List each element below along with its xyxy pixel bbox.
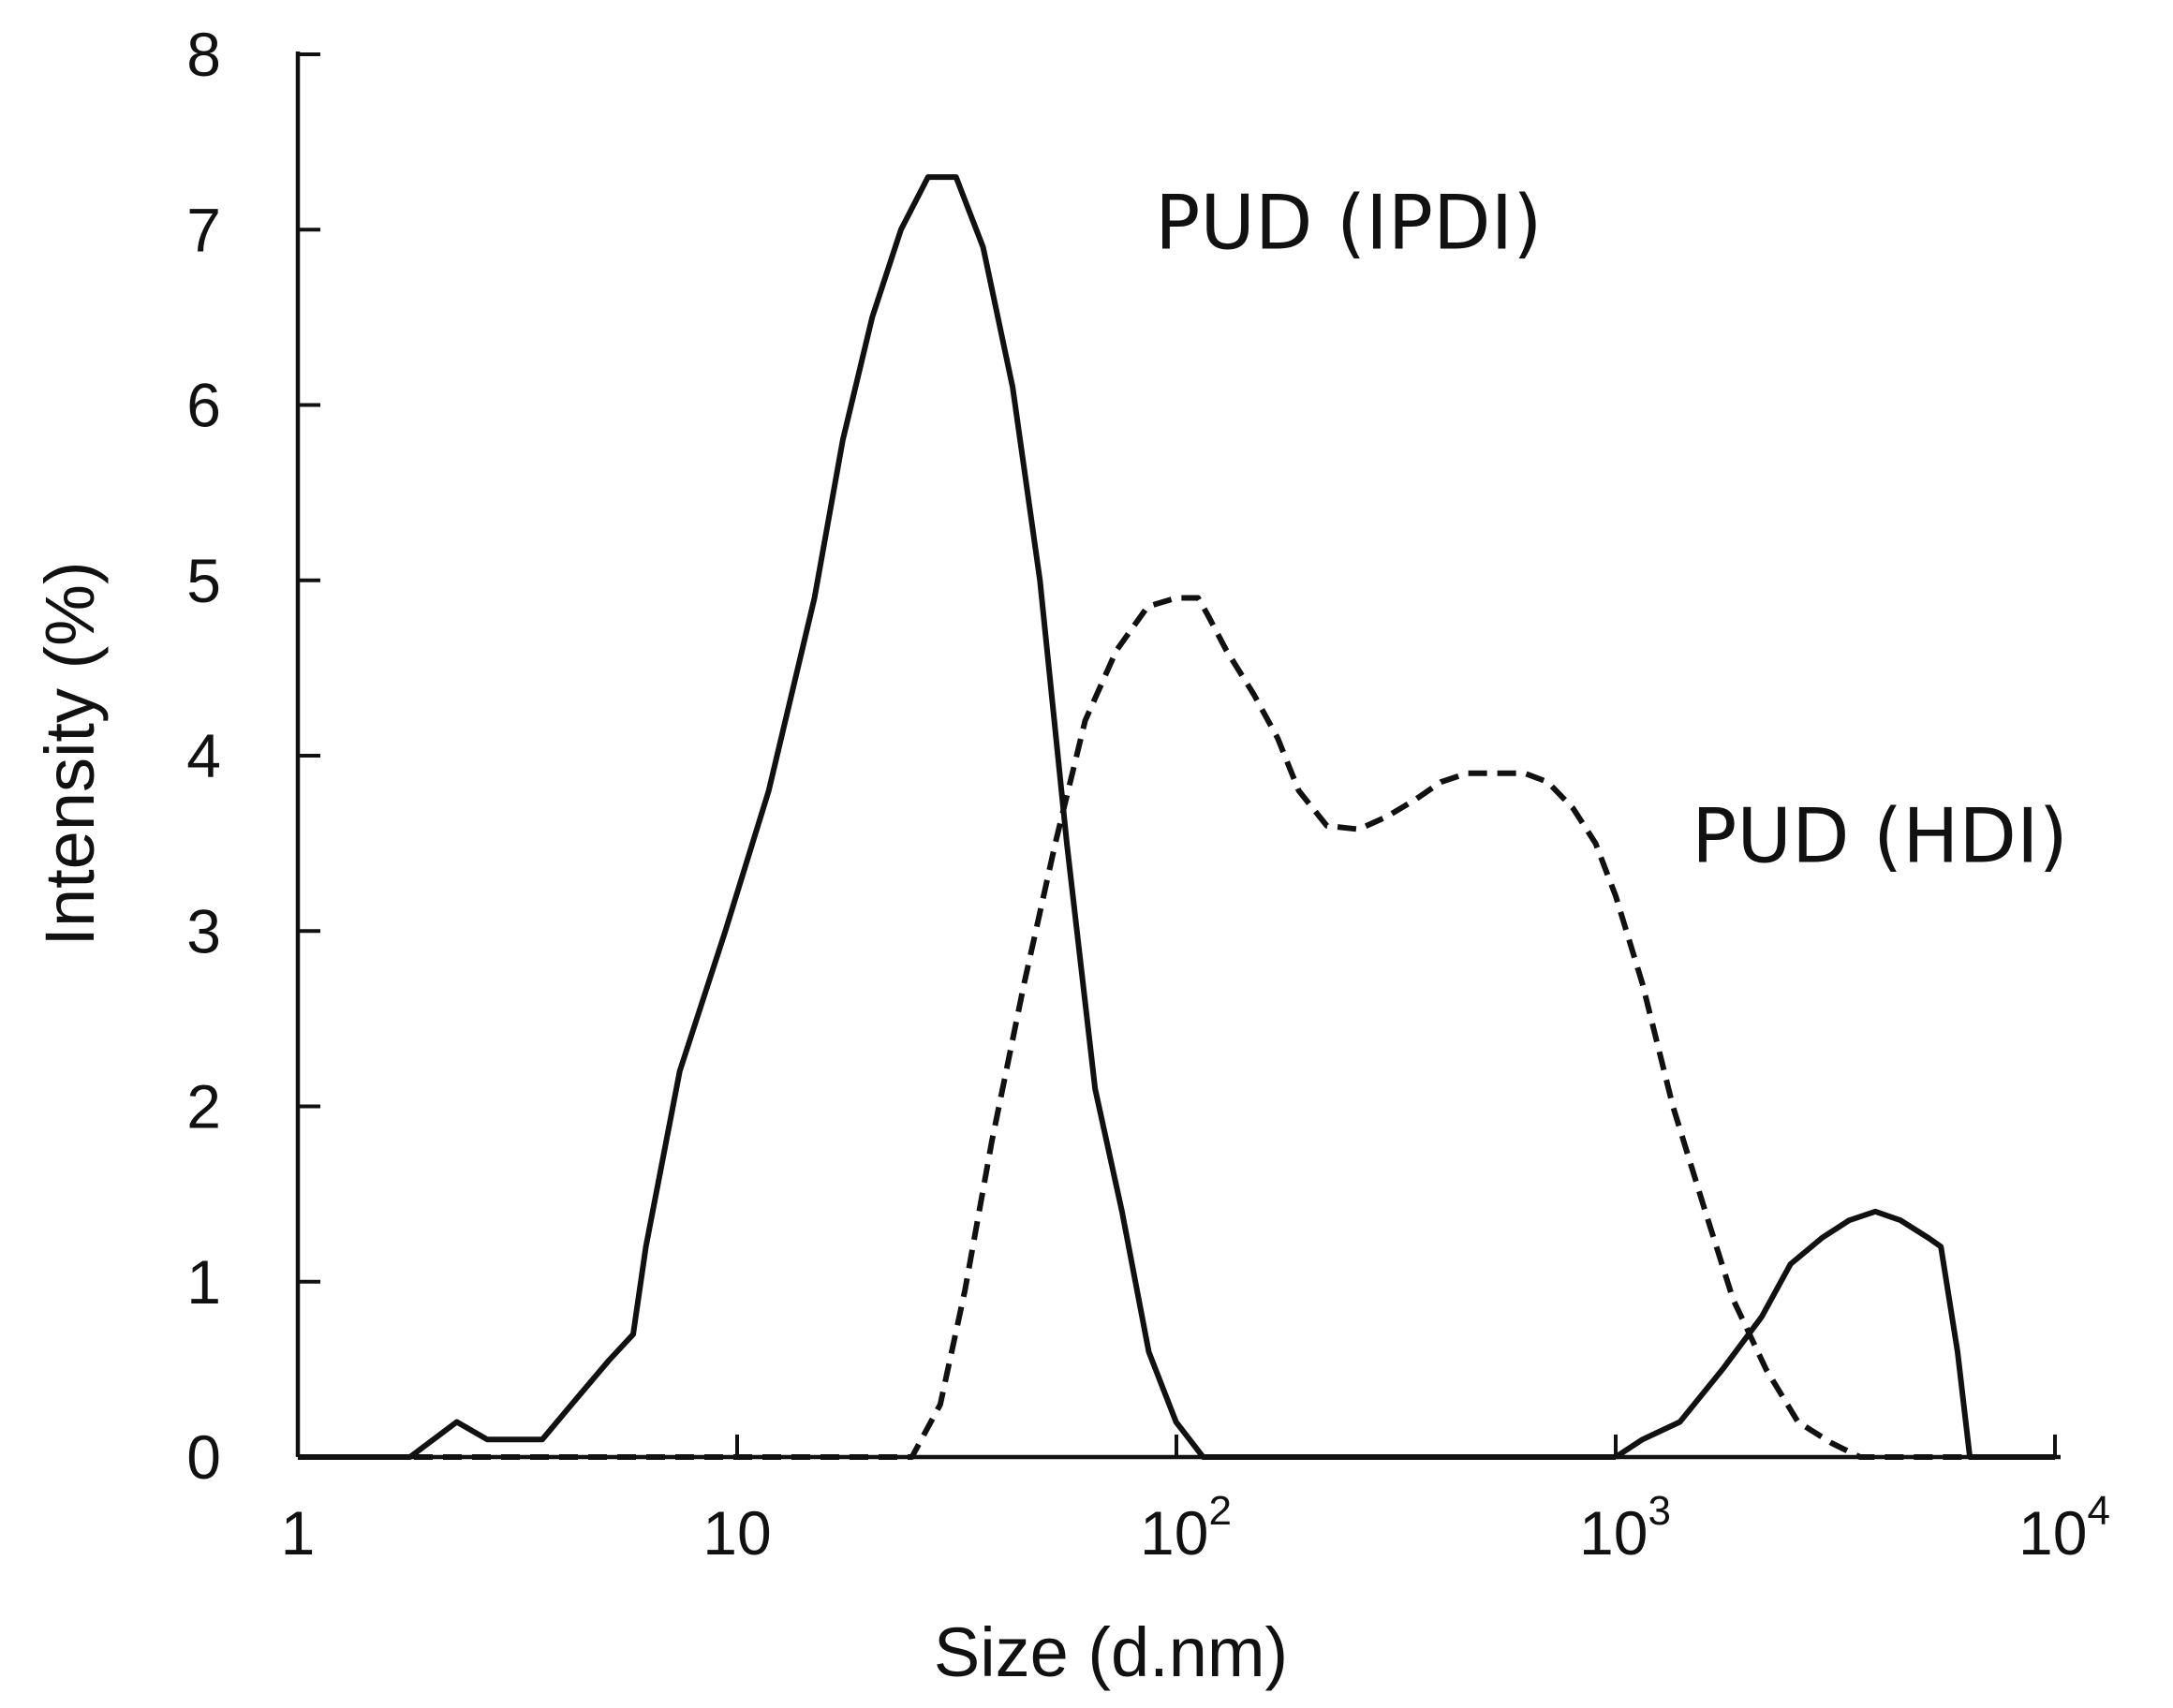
- x-tick-label-1: 10: [702, 1498, 771, 1568]
- y-axis-title: Intensity (%): [31, 561, 109, 946]
- y-tick-label-3: 3: [186, 896, 221, 965]
- y-tick-label-4: 4: [186, 721, 221, 790]
- y-tick-label-6: 6: [186, 371, 221, 440]
- y-tick-label-2: 2: [186, 1072, 221, 1141]
- x-tick-label-3: 103: [1579, 1488, 1671, 1568]
- x-axis-title: Size (d.nm): [934, 1613, 1288, 1691]
- y-tick-label-1: 1: [186, 1247, 221, 1317]
- series-line-2-dashed: [298, 595, 1973, 1460]
- series-line-3-solid: [1614, 1208, 2055, 1460]
- y-tick-label-5: 5: [186, 546, 221, 615]
- series-annotation-2: PUD (HDI): [1692, 793, 2068, 880]
- annotation-layer: PUD (IPDI) PUD (HDI): [1155, 179, 2068, 879]
- x-tick-label-2: 102: [1140, 1488, 1232, 1568]
- y-tick-label-7: 7: [186, 195, 221, 264]
- x-tick-label-4: 104: [2018, 1488, 2110, 1568]
- y-tick-label-0: 0: [186, 1422, 221, 1492]
- y-tick-label-8: 8: [186, 20, 221, 89]
- series-annotation-1: PUD (IPDI): [1155, 179, 1542, 266]
- labels-layer: Size (d.nm) Intensity (%): [31, 561, 1288, 1691]
- series-layer: [298, 174, 2055, 1460]
- x-tick-label-0: 1: [281, 1498, 316, 1568]
- series-line-1-solid: [298, 174, 1616, 1460]
